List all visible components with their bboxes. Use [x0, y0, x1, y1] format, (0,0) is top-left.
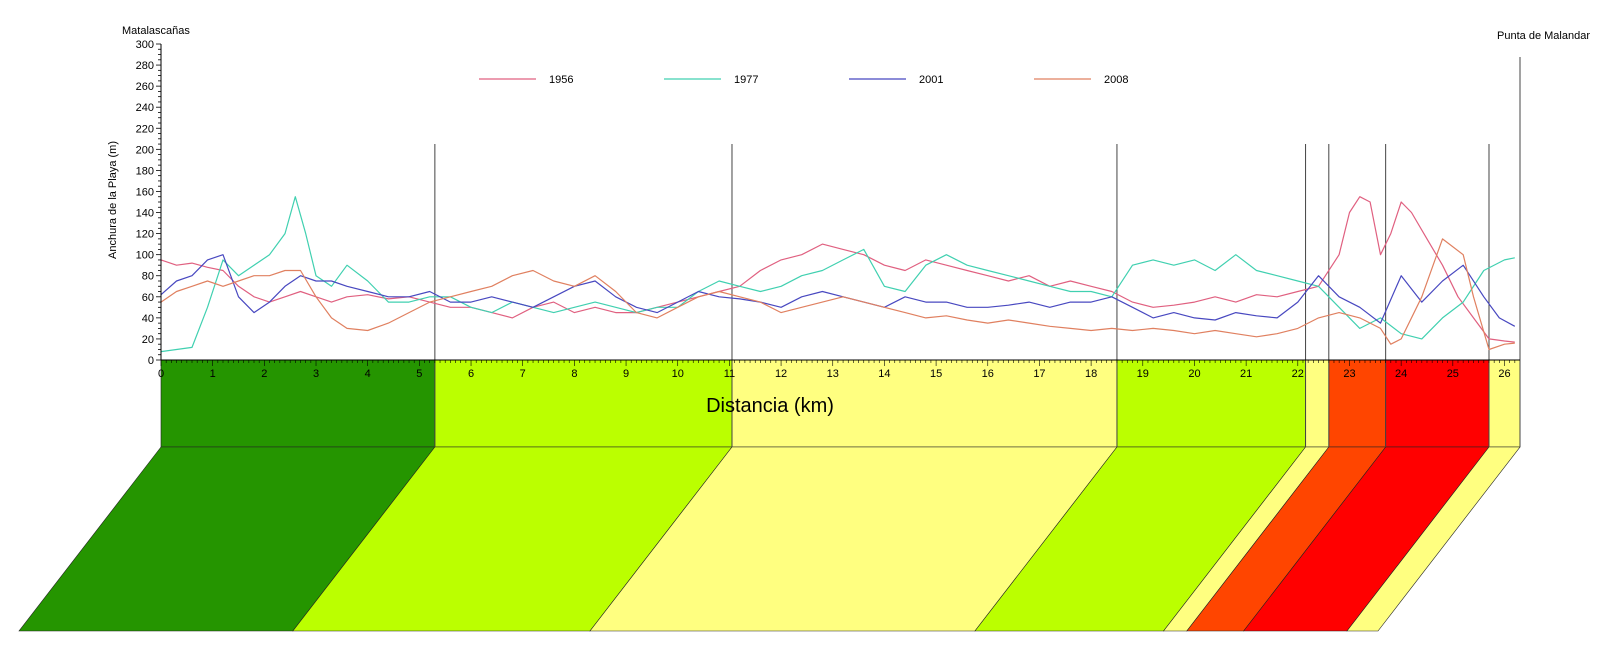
- y-tick-label: 260: [136, 81, 154, 93]
- segment-band-3: [1116, 359, 1306, 448]
- x-tick-label: 26: [1498, 368, 1510, 380]
- y-tick-label: 200: [136, 144, 154, 156]
- x-tick-label: 25: [1447, 368, 1459, 380]
- y-tick-label: 0: [148, 355, 154, 367]
- y-tick-label: 160: [136, 186, 154, 198]
- x-tick-label: 1: [210, 368, 216, 380]
- segment-band-5: [1328, 359, 1386, 448]
- y-tick-label: 140: [136, 208, 154, 220]
- left-location-label: Matalascañas: [122, 25, 190, 37]
- x-tick-label: 17: [1033, 368, 1045, 380]
- y-tick-label: 20: [142, 334, 154, 346]
- x-tick-label: 5: [416, 368, 422, 380]
- x-tick-label: 12: [775, 368, 787, 380]
- x-tick-label: 18: [1085, 368, 1097, 380]
- x-tick-label: 10: [672, 368, 684, 380]
- x-tick-label: 21: [1240, 368, 1252, 380]
- y-tick-label: 300: [136, 39, 154, 51]
- legend: 1956 1977 2001 2008: [479, 74, 1128, 86]
- legend-label-2001: 2001: [919, 74, 943, 86]
- x-tick-label: 15: [930, 368, 942, 380]
- axes: 0204060801001201401601802002202402602803…: [136, 39, 1520, 380]
- x-axis-label: Distancia (km): [706, 395, 834, 417]
- y-tick-label: 100: [136, 250, 154, 262]
- x-tick-label: 19: [1137, 368, 1149, 380]
- projection-layer: [18, 446, 1521, 632]
- x-tick-label: 6: [468, 368, 474, 380]
- series-line-2001: [160, 254, 1516, 327]
- legend-label-1956: 1956: [549, 74, 573, 86]
- y-tick-label: 80: [142, 271, 154, 283]
- series-line-2008: [160, 238, 1515, 351]
- x-tick-label: 0: [158, 368, 164, 380]
- y-tick-label: 60: [142, 292, 154, 304]
- right-location-label: Punta de Malandar: [1497, 30, 1590, 42]
- segment-band-4: [1305, 359, 1330, 448]
- x-tick-label: 4: [365, 368, 371, 380]
- legend-label-2008: 2008: [1104, 74, 1128, 86]
- y-tick-label: 280: [136, 60, 154, 72]
- x-tick-label: 8: [571, 368, 577, 380]
- x-tick-label: 9: [623, 368, 629, 380]
- y-tick-label: 120: [136, 229, 154, 241]
- x-tick-label: 11: [724, 368, 735, 380]
- x-tick-label: 2: [261, 368, 267, 380]
- x-tick-label: 7: [520, 368, 526, 380]
- divider-lines: [434, 57, 1521, 447]
- series-layer: [160, 196, 1516, 353]
- x-tick-label: 24: [1395, 368, 1407, 380]
- x-tick-label: 16: [982, 368, 994, 380]
- legend-label-1977: 1977: [734, 74, 758, 86]
- x-tick-label: 13: [827, 368, 839, 380]
- y-tick-label: 180: [136, 165, 154, 177]
- y-axis-label: Anchura de la Playa (m): [107, 141, 119, 259]
- x-tick-label: 14: [878, 368, 890, 380]
- series-line-1956: [160, 196, 1515, 343]
- segments-layer: [160, 359, 1521, 448]
- segment-projection-7: [1346, 446, 1521, 632]
- y-tick-label: 240: [136, 102, 154, 114]
- segment-band-1: [434, 359, 733, 448]
- x-tick-label: 22: [1292, 368, 1304, 380]
- x-tick-label: 23: [1343, 368, 1355, 380]
- x-tick-label: 20: [1188, 368, 1200, 380]
- x-tick-label: 3: [313, 368, 319, 380]
- segment-band-7: [1488, 359, 1521, 448]
- y-tick-label: 220: [136, 123, 154, 135]
- y-tick-label: 40: [142, 313, 154, 325]
- segment-band-0: [160, 359, 436, 448]
- series-line-1977: [160, 196, 1515, 353]
